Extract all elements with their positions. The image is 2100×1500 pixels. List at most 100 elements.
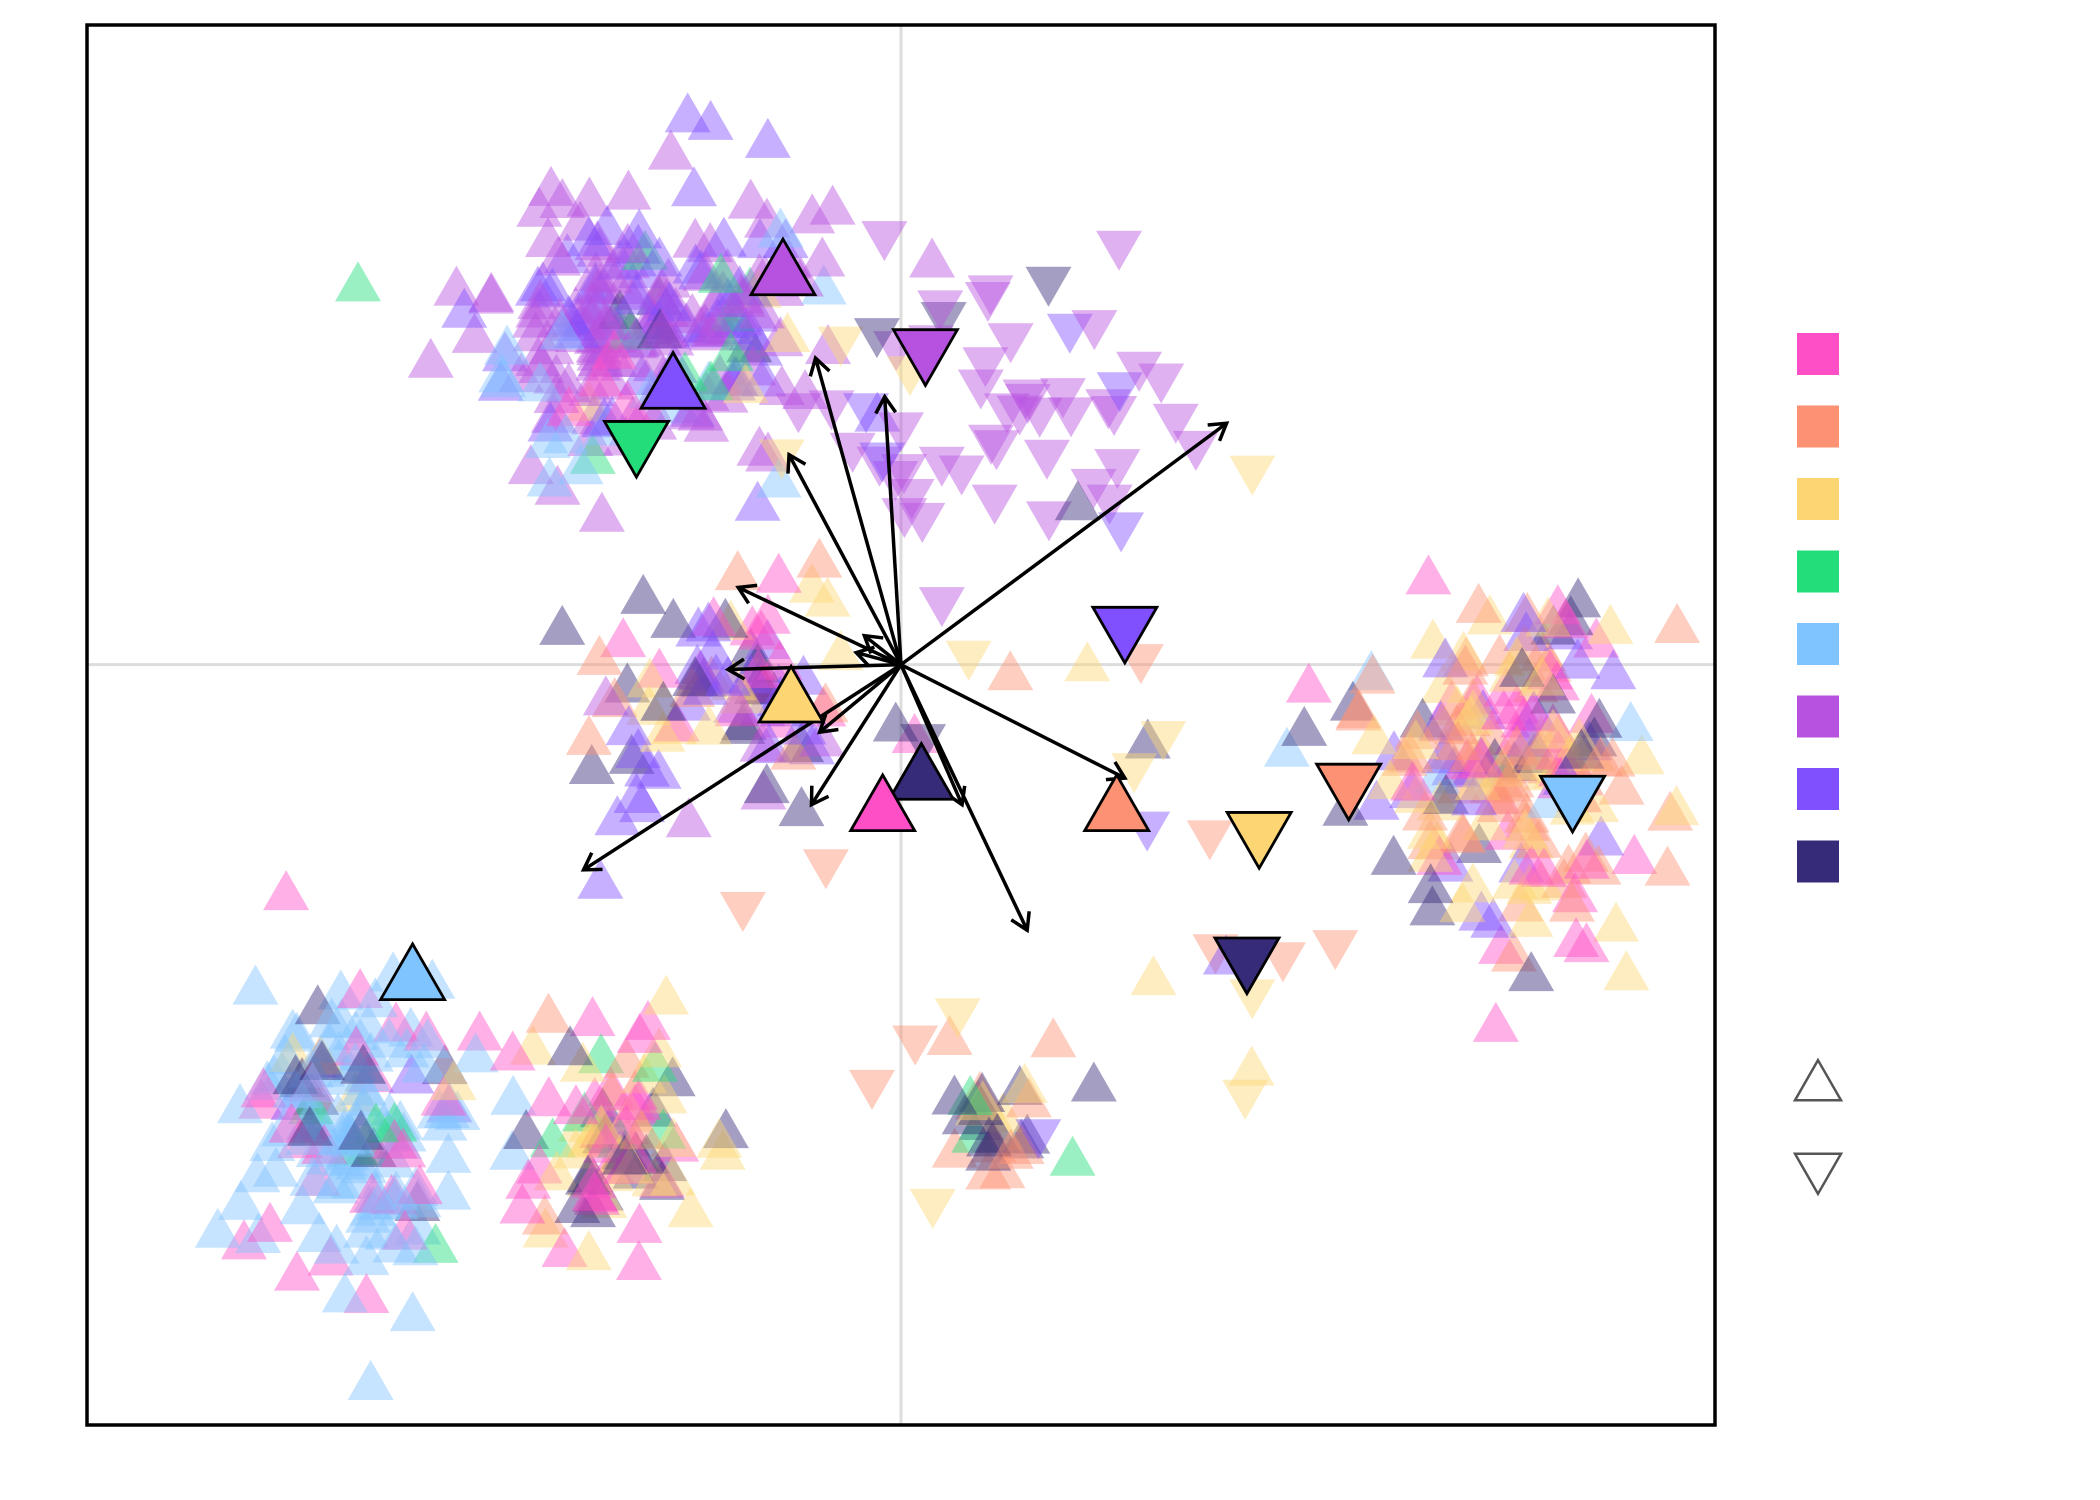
observation-point (1096, 230, 1143, 271)
observation-point (268, 1102, 315, 1143)
observation-point (713, 355, 760, 396)
observation-point (744, 117, 791, 158)
legend-color-swatch (1797, 623, 1839, 665)
observation-point (1416, 780, 1463, 821)
observation-point (647, 129, 694, 170)
observation-point (349, 1172, 396, 1213)
observation-point (623, 746, 670, 787)
observation-point (571, 1170, 618, 1211)
observation-point (1611, 833, 1658, 874)
observation-point (1405, 554, 1452, 595)
observation-point (1407, 863, 1454, 904)
observation-point (650, 704, 697, 745)
observation-point (478, 352, 525, 393)
observation-point (872, 461, 919, 502)
observation-point (366, 1017, 413, 1058)
observation-point (605, 169, 652, 210)
observation-point (1434, 685, 1481, 726)
observation-point (1471, 737, 1518, 778)
observation-point (1563, 922, 1610, 963)
observation-point (1371, 730, 1418, 771)
observation-point (722, 363, 769, 404)
observation-point (1491, 858, 1538, 899)
observation-point (321, 1272, 368, 1313)
observation-point (672, 656, 719, 697)
observation-point (586, 298, 633, 339)
observation-point (529, 267, 576, 308)
observation-point (425, 1132, 472, 1173)
observation-point (1016, 397, 1063, 438)
observation-point (796, 537, 843, 578)
observation-point (380, 1127, 427, 1168)
observation-point (576, 226, 623, 267)
observation-point (568, 365, 615, 407)
observation-point (1535, 712, 1582, 753)
observation-point (313, 1223, 360, 1264)
observation-point (1049, 1135, 1096, 1176)
observation-point (641, 1141, 688, 1182)
observation-point (1590, 649, 1637, 690)
observation-point (582, 1116, 629, 1157)
observation-point (507, 444, 554, 485)
observation-point (632, 1041, 679, 1082)
observation-point (1381, 735, 1428, 776)
observation-point (877, 412, 924, 453)
observation-point (739, 721, 786, 762)
observation-point (853, 318, 900, 359)
observation-point (603, 1037, 650, 1078)
observation-point (371, 1118, 418, 1159)
observation-point (643, 287, 690, 328)
observation-point (343, 1272, 390, 1313)
observation-point (1500, 697, 1547, 738)
observation-point (973, 430, 1020, 471)
observation-point (528, 324, 575, 365)
observation-point (342, 1207, 389, 1248)
observation-point (1414, 753, 1461, 794)
observation-point (683, 307, 730, 348)
observation-point (740, 356, 787, 397)
observation-point (1427, 841, 1474, 882)
observation-point (909, 1188, 956, 1229)
observation-point (294, 984, 341, 1025)
observation-point (775, 393, 822, 434)
loading-arrow (786, 451, 903, 666)
observation-point (545, 362, 592, 403)
observation-point (1587, 603, 1634, 644)
observation-point (679, 306, 726, 347)
observation-point (643, 278, 690, 319)
observation-point (734, 642, 781, 683)
observation-point (737, 218, 784, 259)
observation-point (594, 795, 641, 836)
group-centroid-marker (1082, 772, 1152, 833)
observation-point (505, 1158, 552, 1199)
observation-point (1025, 501, 1072, 542)
observation-point (371, 1174, 418, 1215)
observation-point (412, 1222, 459, 1263)
observation-point (650, 597, 697, 638)
observation-point (1483, 666, 1530, 707)
observation-point (732, 291, 779, 332)
observation-point (1004, 383, 1051, 424)
group-centroid-marker (748, 236, 818, 297)
observation-point (1503, 611, 1550, 652)
observation-point (1512, 662, 1559, 703)
observation-point (368, 1174, 415, 1215)
observation-point (575, 340, 622, 381)
observation-point (918, 587, 965, 628)
observation-point (306, 1022, 353, 1063)
observation-point (595, 309, 642, 350)
observation-point (1422, 637, 1469, 678)
observation-point (1458, 890, 1505, 931)
observation-point (321, 1136, 368, 1177)
observation-point (587, 1066, 634, 1107)
observation-point (987, 1128, 1034, 1169)
observation-point (602, 1143, 649, 1184)
observation-point (1448, 731, 1495, 773)
observation-point (693, 653, 740, 694)
observation-point (615, 728, 662, 769)
observation-point (1510, 690, 1557, 731)
observation-point (959, 1080, 1006, 1121)
observation-point (340, 1143, 387, 1184)
observation-point (1285, 662, 1332, 703)
observation-point (757, 207, 804, 248)
